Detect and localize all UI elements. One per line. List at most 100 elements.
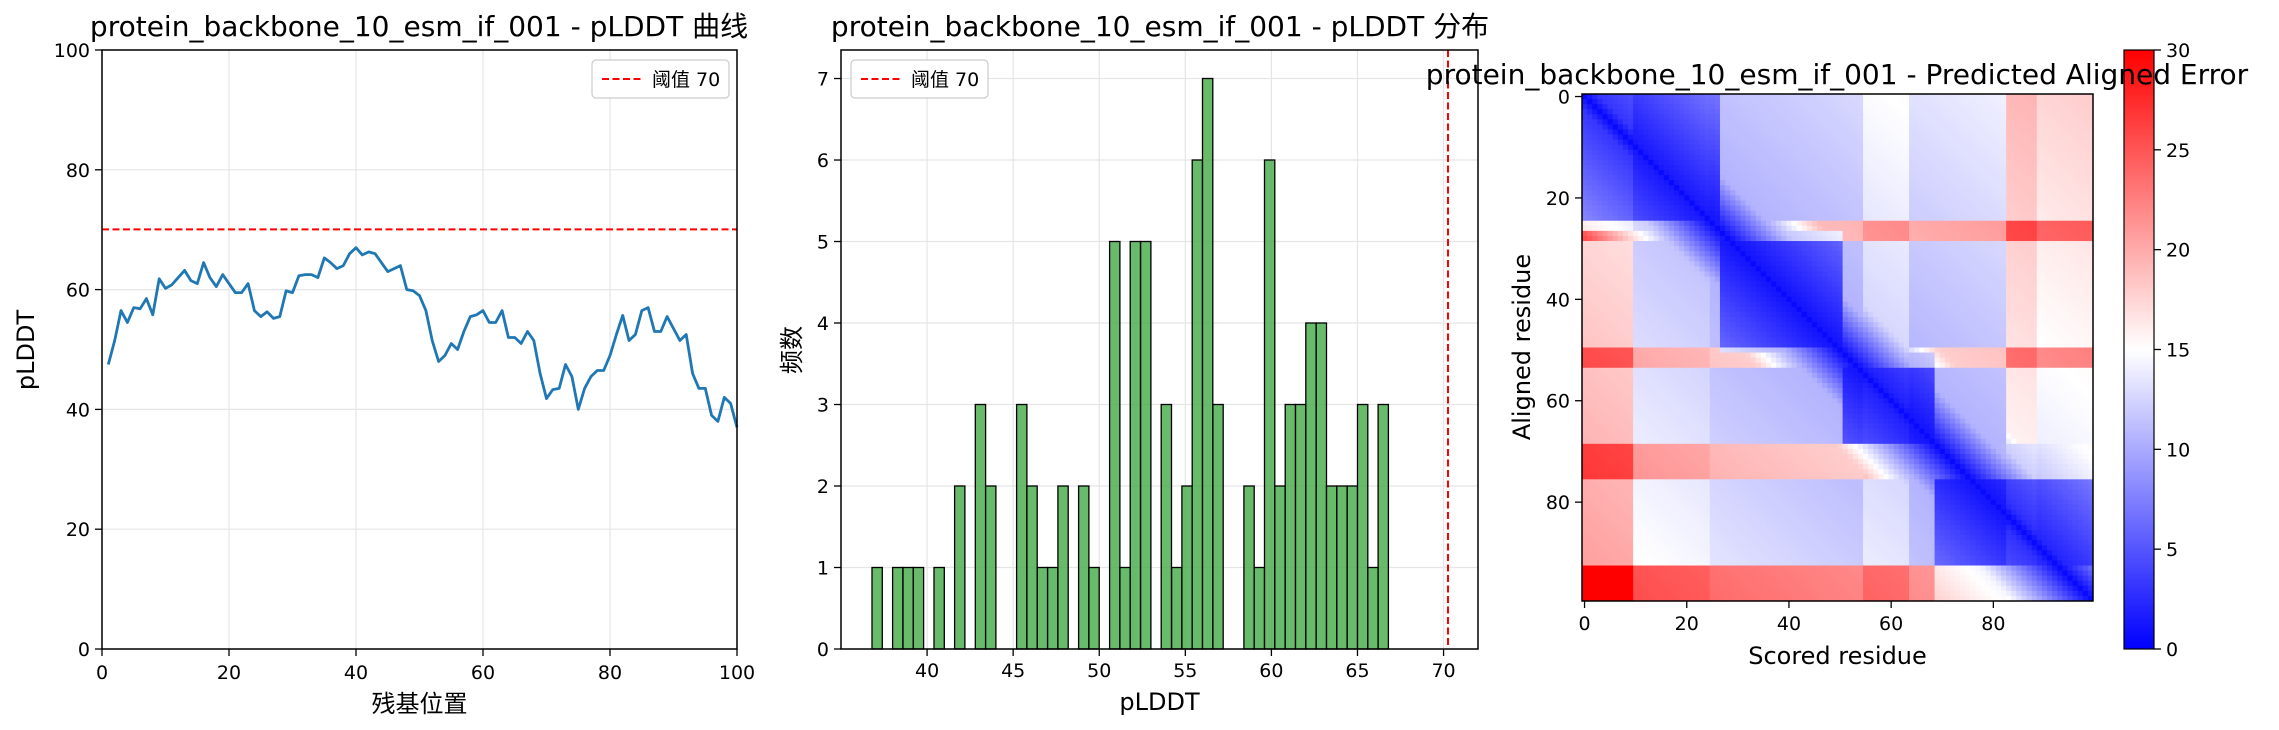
heatmap-cell <box>1587 129 1593 135</box>
heatmap-cell <box>1791 99 1798 105</box>
heatmap-cell <box>1684 271 1690 277</box>
heatmap-cell <box>1888 175 1895 181</box>
heatmap-cell <box>1755 99 1762 105</box>
heatmap-cell <box>1582 337 1588 343</box>
heatmap-cell <box>1883 190 1889 196</box>
heatmap-cell <box>1893 246 1900 252</box>
heatmap-cell <box>1760 180 1767 186</box>
heatmap-cell <box>1622 175 1629 181</box>
heatmap-cell <box>1847 190 1854 196</box>
heatmap-cell <box>1781 317 1787 323</box>
heatmap-cell <box>1801 246 1808 252</box>
heatmap-cell <box>1638 261 1644 267</box>
heatmap-cell <box>2082 210 2089 217</box>
heatmap-cell <box>1924 312 1930 318</box>
heatmap-cell <box>1949 154 1956 161</box>
heatmap-cell <box>1965 230 1971 237</box>
heatmap-cell <box>1653 134 1660 141</box>
heatmap-cell <box>1878 164 1884 171</box>
heatmap-cell <box>1648 215 1654 222</box>
heatmap-cell <box>1837 271 1844 277</box>
heatmap-cell <box>1587 281 1593 288</box>
heatmap-cell <box>1663 205 1670 212</box>
heatmap-cell <box>2077 159 2084 166</box>
heatmap-cell <box>1612 276 1619 282</box>
heatmap-cell <box>1673 281 1680 288</box>
heatmap-cell <box>2031 144 2038 151</box>
heatmap-cell <box>1786 246 1792 252</box>
heatmap-cell <box>1949 322 1956 328</box>
heatmap-cell <box>1755 281 1762 288</box>
heatmap-cell <box>2067 99 2073 105</box>
heatmap-cell <box>2041 235 2048 242</box>
heatmap-cell <box>1934 317 1941 323</box>
heatmap-cell <box>1883 195 1889 201</box>
heatmap-cell <box>1832 256 1838 262</box>
heatmap-cell <box>1781 251 1787 257</box>
heatmap-cell <box>1873 190 1879 196</box>
histogram-bar <box>1212 403 1224 650</box>
heatmap-cell <box>1735 185 1741 191</box>
heatmap-cell <box>2031 190 2038 196</box>
heatmap-cell <box>1704 261 1711 267</box>
heatmap-cell <box>1944 139 1951 146</box>
heatmap-cell <box>1699 175 1706 181</box>
heatmap-cell <box>1970 149 1976 156</box>
heatmap-cell <box>1658 180 1665 186</box>
heatmap-cell <box>1980 164 1987 171</box>
heatmap-cell <box>1668 134 1675 141</box>
heatmap-cell <box>1633 170 1639 176</box>
heatmap-cell <box>1995 317 2002 323</box>
heatmap-cell <box>1648 109 1654 115</box>
heatmap-cell <box>1627 246 1634 252</box>
heatmap-cell <box>2052 246 2058 252</box>
heatmap-cell <box>1893 286 1900 293</box>
heatmap-cell <box>1776 119 1782 125</box>
heatmap-cell <box>2016 230 2022 237</box>
heatmap-cell <box>2011 170 2017 176</box>
heatmap-cell <box>1627 317 1634 323</box>
heatmap-cell <box>1689 200 1695 206</box>
heatmap-cell <box>1898 210 1905 217</box>
heatmap-cell <box>2082 139 2089 146</box>
heatmap-cell <box>1817 180 1823 186</box>
heatmap-cell <box>1673 271 1680 277</box>
heatmap-cell <box>2087 139 2094 146</box>
heatmap-cell <box>2011 261 2017 267</box>
heatmap-cell <box>1791 200 1798 206</box>
heatmap-cell <box>2001 291 2007 298</box>
heatmap-cell <box>1888 144 1895 151</box>
heatmap-cell <box>1903 246 1910 252</box>
heatmap-cell <box>2052 271 2058 277</box>
heatmap-cell <box>1597 144 1603 151</box>
heatmap-cell <box>1873 99 1879 105</box>
heatmap-cell <box>1735 220 1741 227</box>
heatmap-cell <box>1949 104 1956 110</box>
heatmap-cell <box>1699 312 1706 318</box>
heatmap-cell <box>1602 256 1608 262</box>
heatmap-cell <box>1602 327 1608 333</box>
heatmap-cell <box>1771 281 1777 288</box>
heatmap-cell <box>1617 296 1624 303</box>
heatmap-cell <box>1658 327 1665 333</box>
heatmap-cell <box>1612 99 1619 105</box>
heatmap-cell <box>1602 271 1608 277</box>
heatmap-cell <box>1863 306 1869 313</box>
heatmap-cell <box>1776 200 1782 206</box>
heatmap-cell <box>1796 119 1803 125</box>
heatmap-cell <box>1755 256 1762 262</box>
heatmap-cell <box>2021 124 2027 130</box>
heatmap-cell <box>1638 114 1644 120</box>
heatmap-cell <box>1668 266 1675 272</box>
heatmap-cell <box>1980 210 1987 217</box>
heatmap-cell <box>1714 261 1721 267</box>
heatmap-cell <box>1965 312 1971 318</box>
heatmap-cell <box>1612 200 1619 206</box>
heatmap-cell <box>2011 301 2017 308</box>
heatmap-cell <box>1878 104 1884 110</box>
heatmap-cell <box>1740 261 1746 267</box>
heatmap-cell <box>1643 332 1649 338</box>
heatmap-cell <box>1612 195 1619 201</box>
heatmap-cell <box>1985 185 1992 191</box>
heatmap-cell <box>1975 301 1981 308</box>
